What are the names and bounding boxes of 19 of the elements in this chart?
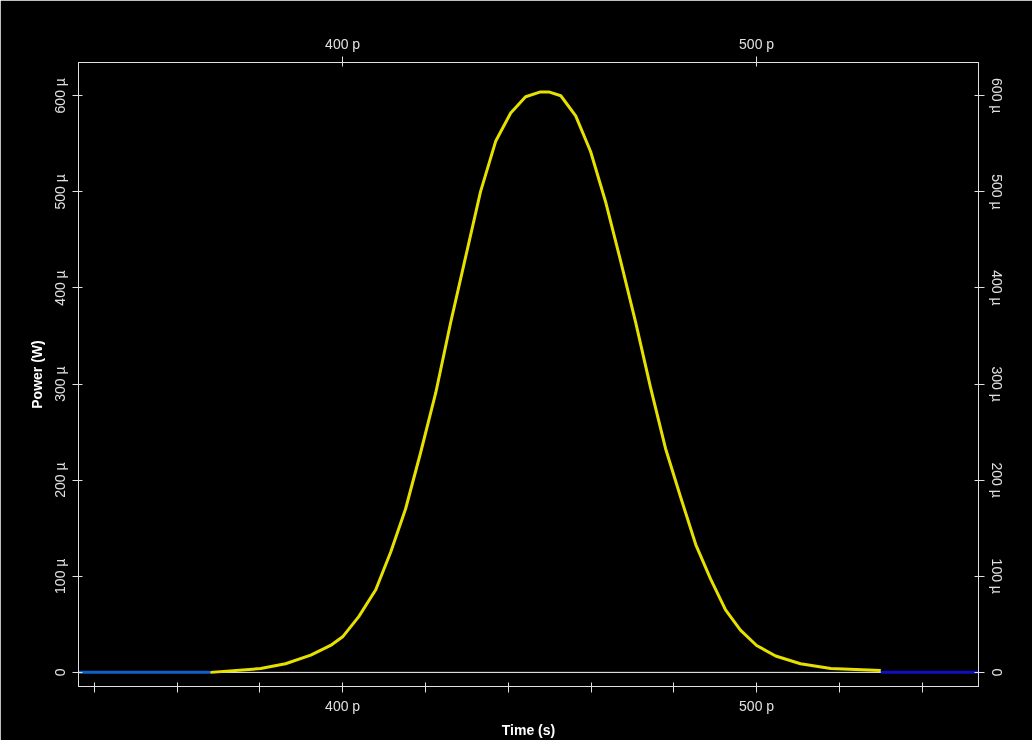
y2-tick-label: 300 µ [988,366,1005,402]
y2-tick-label: 0 [988,668,1005,677]
line-series [209,90,883,674]
y-tick-label: 600 µ [52,78,69,114]
y-tick-label: 0 [52,668,69,677]
y-tick-label: 200 µ [52,462,69,498]
x-axis-title: Time (s) [501,721,556,738]
y2-tick-label: 500 µ [988,174,1005,210]
y2-tick-label: 100 µ [988,558,1005,594]
x2-tick-label: 400 p [325,697,361,714]
y2-tick-label: 600 µ [988,78,1005,114]
y-tick-label: 500 µ [52,174,69,210]
y2-tick-label: 400 µ [988,270,1005,306]
y-axis-title: Power (W) [28,340,45,409]
y2-tick-label: 200 µ [988,462,1005,498]
y-tick-label: 400 µ [52,270,69,306]
x2-tick-label: 500 p [739,697,775,714]
y-tick-label: 100 µ [52,558,69,594]
y-tick-label: 300 µ [52,366,69,402]
